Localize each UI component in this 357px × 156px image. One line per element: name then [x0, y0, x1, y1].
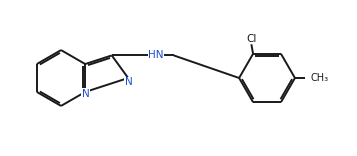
Text: N: N: [82, 89, 89, 99]
Text: HN: HN: [148, 50, 164, 60]
Text: Cl: Cl: [246, 34, 257, 44]
Text: N: N: [125, 77, 132, 87]
Text: CH₃: CH₃: [311, 73, 329, 83]
